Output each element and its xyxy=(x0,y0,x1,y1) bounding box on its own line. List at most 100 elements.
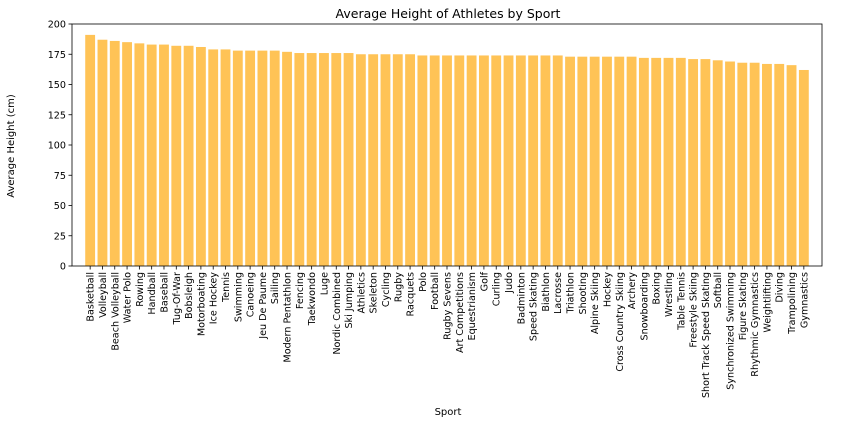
x-tick-label: Polo xyxy=(418,272,429,292)
bar xyxy=(405,54,416,266)
bar xyxy=(749,62,760,266)
bar xyxy=(109,40,120,266)
x-tick-label: Racquets xyxy=(406,272,417,316)
bars-group xyxy=(85,34,809,267)
x-tick-label: Triathlon xyxy=(566,272,577,314)
bar xyxy=(712,60,723,266)
x-tick-label: Luge xyxy=(319,272,330,295)
x-tick-label: Bobsleigh xyxy=(184,272,195,319)
bar xyxy=(700,59,711,267)
y-tick-label: 150 xyxy=(48,80,66,91)
x-tick-label: Snowboarding xyxy=(639,272,650,340)
x-tick-label: Volleyball xyxy=(98,272,109,318)
y-tick-label: 50 xyxy=(54,201,66,212)
x-tick-label: Golf xyxy=(479,271,490,291)
bar xyxy=(552,55,563,267)
chart-title: Average Height of Athletes by Sport xyxy=(336,6,561,21)
plot-frame xyxy=(71,23,823,267)
x-tick-label: Baseball xyxy=(159,272,170,313)
x-tick-label: Rugby Sevens xyxy=(443,272,454,340)
x-tick-label: Boxing xyxy=(652,272,663,305)
x-tick-label: Handball xyxy=(147,272,158,315)
x-tick-label: Water Polo xyxy=(123,272,134,323)
x-tick-label: Judo xyxy=(504,272,515,294)
bar xyxy=(442,55,452,267)
x-tick-label: Freestyle Skiing xyxy=(689,272,700,348)
y-tick-label: 100 xyxy=(48,141,66,152)
bar xyxy=(675,57,686,266)
bar xyxy=(368,54,379,266)
bar xyxy=(245,50,256,267)
x-tick-label: Jeu De Paume xyxy=(258,272,269,340)
bar xyxy=(762,63,772,267)
x-tick-label: Rugby xyxy=(393,272,404,302)
x-tick-label: Figure Skating xyxy=(738,272,749,340)
bar xyxy=(725,61,735,267)
x-tick-label: Rowing xyxy=(135,272,146,307)
y-tick-label: 25 xyxy=(54,231,66,242)
x-tick-label: Table Tennis xyxy=(676,272,687,331)
bar xyxy=(122,42,132,267)
bar xyxy=(651,57,662,266)
bar xyxy=(638,57,649,266)
bar xyxy=(491,55,502,267)
bar xyxy=(614,56,625,266)
bar xyxy=(220,49,231,266)
bar xyxy=(208,49,219,266)
y-axis: 0 25 50 75 100 125 150 175 200 xyxy=(48,20,72,273)
bar xyxy=(688,59,699,267)
bar xyxy=(380,54,391,266)
x-tick-label: Badminton xyxy=(516,272,527,324)
bar xyxy=(355,54,366,266)
bar xyxy=(454,55,465,267)
bar xyxy=(294,53,305,266)
x-tick-label: Cycling xyxy=(381,272,392,307)
bar xyxy=(146,44,157,266)
x-tick-label: Rhythmic Gymnastics xyxy=(750,272,761,377)
x-tick-label: Skeleton xyxy=(369,272,380,314)
bar xyxy=(269,50,280,267)
bar xyxy=(663,57,674,266)
bar xyxy=(417,55,428,267)
y-tick-label: 75 xyxy=(54,171,66,182)
x-tick-label: Tug-Of-War xyxy=(172,272,183,326)
x-tick-label: Fencing xyxy=(295,272,306,309)
bar xyxy=(786,65,797,266)
x-tick-label: Shooting xyxy=(578,272,589,315)
x-tick-label: Hockey xyxy=(602,272,613,307)
x-tick-label: Sailing xyxy=(270,272,281,304)
x-tick-label: Equestrianism xyxy=(467,272,478,340)
bar xyxy=(343,53,354,266)
bar xyxy=(97,39,108,267)
y-tick-label: 200 xyxy=(48,20,66,31)
bar xyxy=(195,46,206,266)
y-axis-label: Average Height (cm) xyxy=(6,94,17,198)
x-tick-label: Basketball xyxy=(86,272,97,322)
x-tick-label: Modern Pentathlon xyxy=(283,272,294,363)
bar xyxy=(183,45,194,266)
x-axis-label: Sport xyxy=(435,407,462,418)
x-tick-label: Taekwondo xyxy=(307,272,318,326)
bar xyxy=(478,55,489,267)
x-tick-label: Tennis xyxy=(221,272,232,303)
x-tick-label: Speed Skating xyxy=(529,272,540,341)
x-tick-label: Ice Hockey xyxy=(209,272,220,325)
y-tick-label: 0 xyxy=(60,262,66,273)
x-tick-label: Football xyxy=(430,272,441,310)
bar xyxy=(503,55,514,267)
bar xyxy=(171,45,182,266)
bar xyxy=(466,55,477,267)
x-tick-label: Diving xyxy=(775,272,786,303)
bar xyxy=(85,34,96,266)
x-tick-label: Ski Jumping xyxy=(344,272,355,329)
x-tick-label: Canoeing xyxy=(246,272,257,317)
x-tick-label: Softball xyxy=(713,272,724,308)
bar xyxy=(540,55,551,267)
bar xyxy=(429,55,440,267)
x-tick-label: Short Track Speed Skating xyxy=(701,272,712,398)
y-tick-label: 125 xyxy=(48,110,66,121)
x-tick-label: Cross Country Skiing xyxy=(615,272,626,372)
x-tick-label: Alpine Skiing xyxy=(590,272,601,334)
x-tick-label: Synchronized Swimming xyxy=(726,272,737,390)
bar xyxy=(515,55,526,267)
